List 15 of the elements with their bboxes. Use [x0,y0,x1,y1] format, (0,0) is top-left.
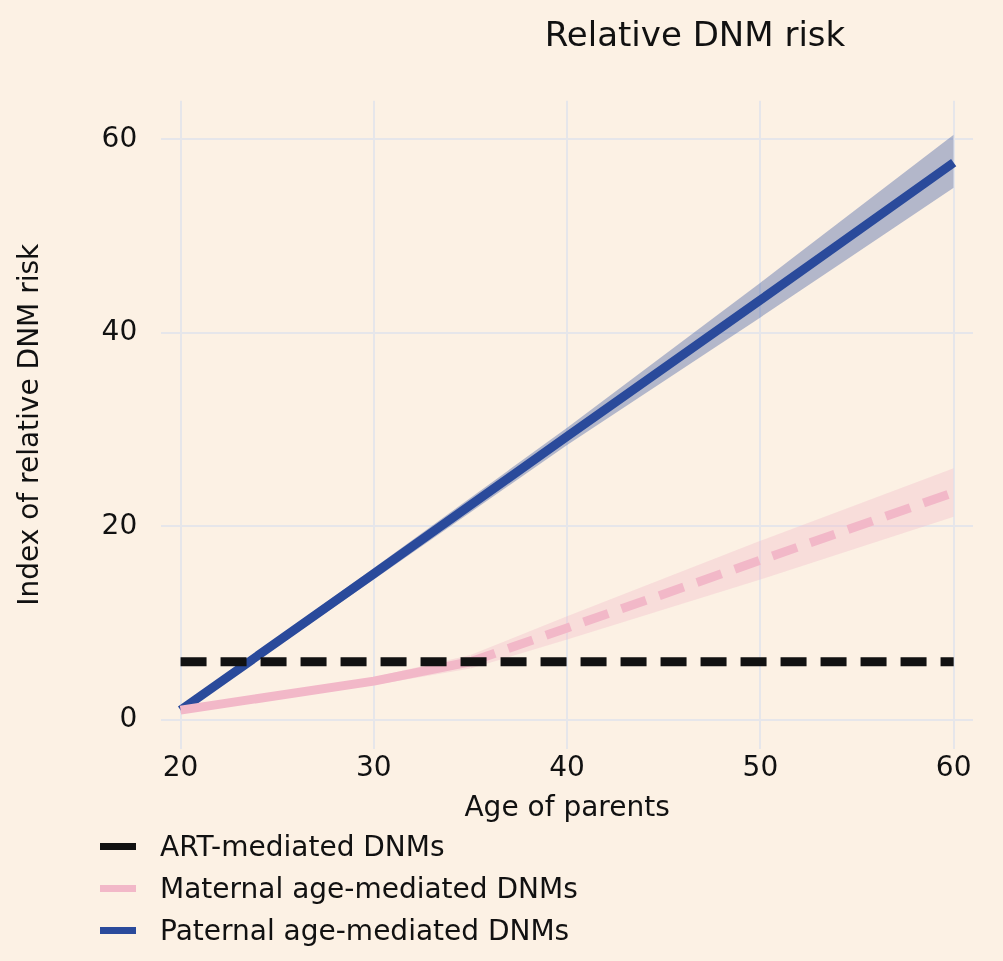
y-tick-label: 20 [101,507,138,541]
y-tick-label: 40 [101,314,138,348]
x-tick-label: 20 [162,749,199,783]
y-tick-label: 0 [119,701,138,735]
x-tick-label: 60 [935,749,972,783]
x-tick-label: 50 [742,749,779,783]
x-tick-label: 40 [549,749,585,783]
y-tick-label: 60 [101,120,138,154]
legend-label: Paternal age-mediated DNMs [160,913,570,947]
x-tick-label: 30 [356,749,392,783]
chart-title: Relative DNM risk [543,14,847,54]
legend-label: ART-mediated DNMs [160,829,445,863]
y-axis-title: Index of relative DNM risk [12,242,46,606]
legend-label: Maternal age-mediated DNMs [160,871,578,905]
x-axis-title: Age of parents [464,790,670,824]
